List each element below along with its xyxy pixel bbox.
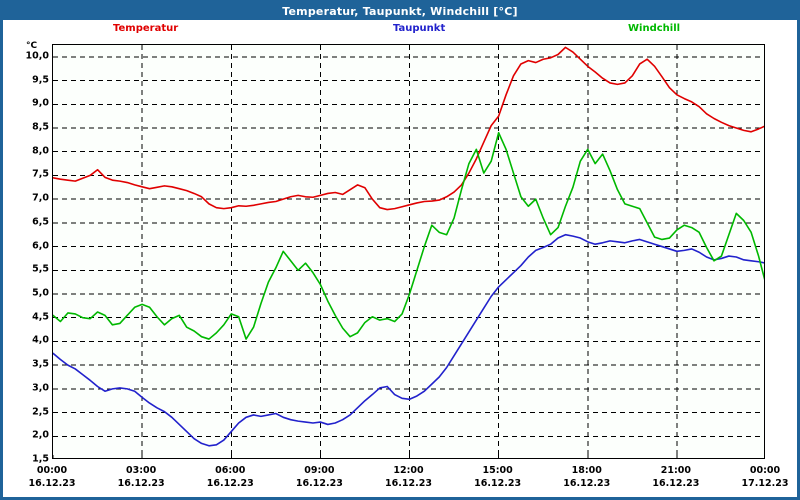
x-tick-time: 06:00 xyxy=(215,465,246,476)
x-tick-date: 16.12.23 xyxy=(117,478,165,489)
y-axis-tick-label: 1,5 xyxy=(32,453,49,465)
legend-item-windchill: Windchill xyxy=(628,23,681,34)
legend-item-taupunkt: Taupunkt xyxy=(393,23,446,34)
y-axis-tick-label: 9,0 xyxy=(32,97,49,109)
series-line-temperatur xyxy=(53,46,764,211)
y-axis-tick-label: 7,0 xyxy=(32,192,49,204)
x-axis-tick-label: 09:00 16.12.23 xyxy=(296,464,343,490)
x-tick-date: 16.12.23 xyxy=(652,478,700,489)
y-axis-tick-label: 5,0 xyxy=(32,287,49,299)
y-axis-tick-label: 7,5 xyxy=(32,168,49,180)
y-axis-tick-label: 6,0 xyxy=(32,240,49,252)
window-title: Temperatur, Taupunkt, Windchill [°C] xyxy=(282,5,518,18)
y-axis-tick-label: 9,5 xyxy=(32,74,49,86)
x-axis-labels: 00:00 16.12.23 03:00 16.12.23 06:00 16.12.23 0… xyxy=(29,464,789,498)
x-tick-time: 09:00 xyxy=(304,465,335,476)
y-axis-tick-label: 3,0 xyxy=(32,382,49,394)
y-axis-tick-label: 5,5 xyxy=(32,263,49,275)
chart-legend: Temperatur Taupunkt Windchill xyxy=(3,23,797,39)
y-axis-tick-label: 8,5 xyxy=(32,121,49,133)
y-axis-tick-label: 3,5 xyxy=(32,358,49,370)
y-axis-tick-label: 6,5 xyxy=(32,216,49,228)
x-axis-tick-label: 00:00 17.12.23 xyxy=(742,464,789,490)
y-axis-tick-label: 4,0 xyxy=(32,334,49,346)
x-tick-time: 00:00 xyxy=(36,465,68,476)
x-axis-tick-label: 06:00 16.12.23 xyxy=(207,464,254,490)
plot-area xyxy=(52,44,765,459)
x-tick-date: 16.12.23 xyxy=(295,478,343,489)
x-tick-time: 12:00 xyxy=(393,465,424,476)
series-line-taupunkt xyxy=(53,233,764,447)
y-axis-labels: 10,0 9,5 9,0 8,5 8,0 7,5 7,0 6,5 6,0 5,5 5,0 4,5 4,0… xyxy=(3,44,49,464)
y-axis-tick-label: 4,5 xyxy=(32,311,49,323)
y-axis-tick-label: 2,5 xyxy=(32,406,49,418)
x-tick-time: 21:00 xyxy=(660,465,691,476)
chart-svg xyxy=(53,45,764,458)
x-tick-date: 16.12.23 xyxy=(563,478,611,489)
data-series-layer xyxy=(53,46,764,447)
x-axis-tick-label: 21:00 16.12.23 xyxy=(652,464,699,490)
y-axis-tick-label: 10,0 xyxy=(25,50,49,62)
series-line-windchill xyxy=(53,131,764,340)
x-axis-tick-label: 03:00 16.12.23 xyxy=(118,464,165,490)
x-tick-date: 16.12.23 xyxy=(28,478,76,489)
x-axis-tick-label: 00:00 16.12.23 xyxy=(29,464,76,490)
x-tick-time: 15:00 xyxy=(482,465,513,476)
x-tick-date: 16.12.23 xyxy=(385,478,432,489)
x-tick-time: 03:00 xyxy=(125,465,157,476)
window-title-bar: Temperatur, Taupunkt, Windchill [°C] xyxy=(3,3,797,20)
x-tick-date: 16.12.23 xyxy=(206,478,254,489)
y-axis-unit-label: °C xyxy=(26,41,38,51)
y-axis-tick-label: 8,0 xyxy=(32,145,49,157)
x-tick-date: 16.12.23 xyxy=(474,478,522,489)
x-tick-time: 18:00 xyxy=(571,465,602,476)
x-tick-time: 00:00 xyxy=(749,465,781,476)
plot-area-wrapper xyxy=(52,44,765,459)
gridlines xyxy=(53,45,764,458)
legend-item-temperatur: Temperatur xyxy=(113,23,179,34)
x-axis-tick-label: 15:00 16.12.23 xyxy=(474,464,521,490)
x-axis-tick-label: 12:00 16.12.23 xyxy=(385,464,432,490)
y-axis-tick-label: 2,0 xyxy=(32,429,49,441)
x-tick-date: 17.12.23 xyxy=(741,478,789,489)
x-axis-tick-label: 18:00 16.12.23 xyxy=(563,464,610,490)
